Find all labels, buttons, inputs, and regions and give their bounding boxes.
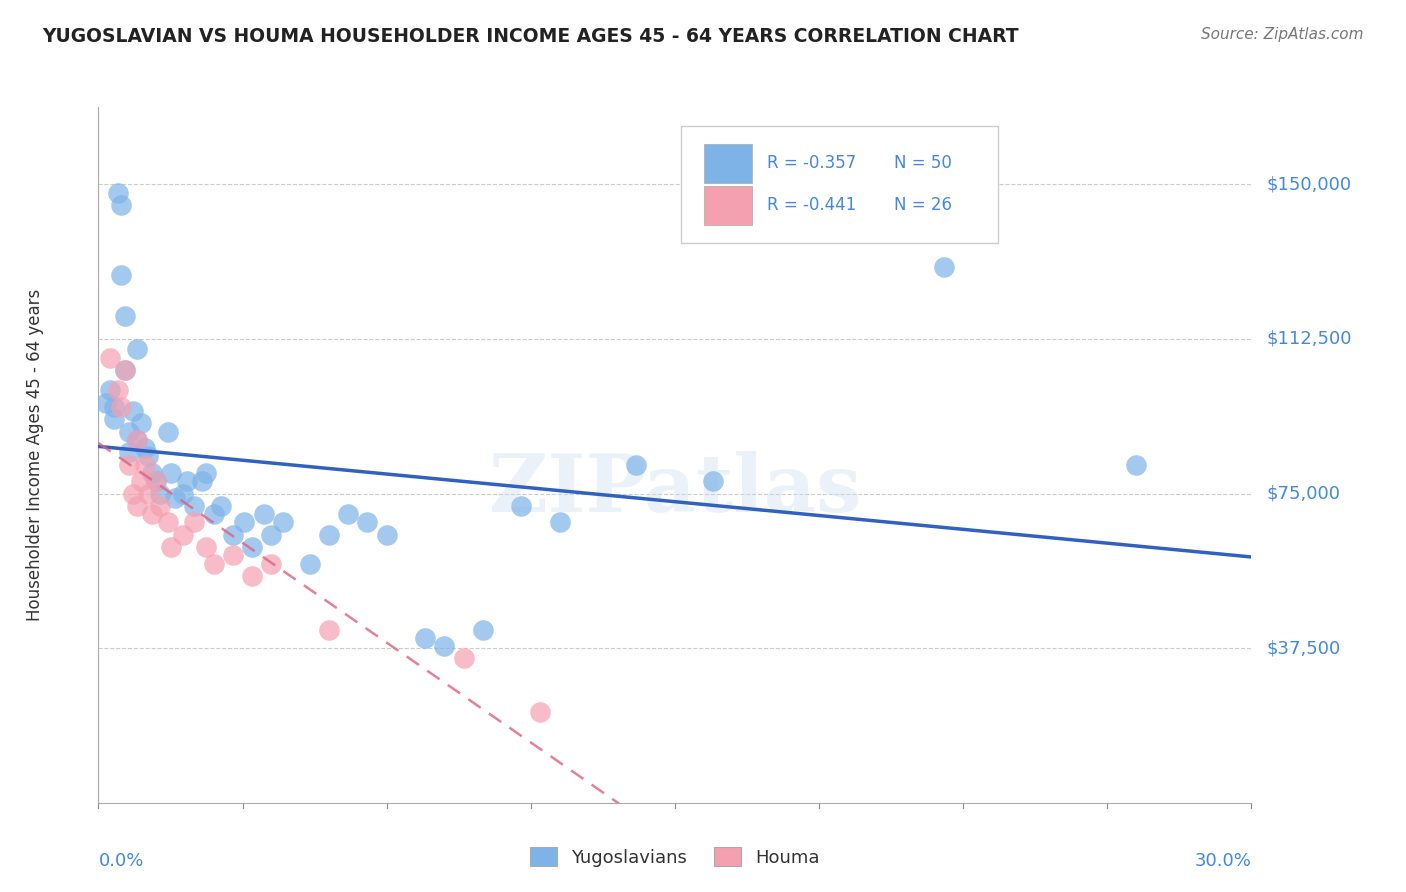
Text: $75,000: $75,000 xyxy=(1267,484,1341,502)
Point xyxy=(453,651,475,665)
Text: N = 50: N = 50 xyxy=(894,154,952,172)
Point xyxy=(298,557,321,571)
FancyBboxPatch shape xyxy=(704,186,752,225)
Point xyxy=(191,474,214,488)
Point xyxy=(114,363,136,377)
Point xyxy=(195,540,218,554)
FancyBboxPatch shape xyxy=(704,144,752,183)
Point xyxy=(165,491,187,505)
Point xyxy=(94,396,117,410)
Legend: Yugoslavians, Houma: Yugoslavians, Houma xyxy=(523,840,827,874)
Text: R = -0.357: R = -0.357 xyxy=(768,154,856,172)
Point xyxy=(141,507,163,521)
Point xyxy=(125,343,148,357)
Point xyxy=(337,507,360,521)
Point xyxy=(172,528,194,542)
Point xyxy=(172,486,194,500)
Point xyxy=(134,458,156,472)
Point xyxy=(160,466,183,480)
Point xyxy=(356,516,378,530)
Point xyxy=(103,400,125,414)
Point xyxy=(122,404,145,418)
Point xyxy=(318,528,340,542)
Point xyxy=(176,474,198,488)
Point xyxy=(122,486,145,500)
Point xyxy=(118,445,141,459)
Point xyxy=(129,474,152,488)
Point xyxy=(107,384,129,398)
Point xyxy=(253,507,276,521)
Point xyxy=(118,458,141,472)
Point xyxy=(202,507,225,521)
Point xyxy=(183,516,205,530)
Point xyxy=(114,310,136,324)
Text: $150,000: $150,000 xyxy=(1267,176,1351,194)
Point xyxy=(110,400,132,414)
Point xyxy=(114,363,136,377)
Point xyxy=(138,450,160,464)
Point xyxy=(103,412,125,426)
Point xyxy=(195,466,218,480)
Point xyxy=(260,557,283,571)
Point xyxy=(145,474,167,488)
Point xyxy=(125,433,148,447)
Point xyxy=(141,466,163,480)
Point xyxy=(471,623,494,637)
Point xyxy=(548,516,571,530)
Point xyxy=(149,499,172,513)
Point xyxy=(110,198,132,212)
Point xyxy=(98,384,121,398)
Point xyxy=(413,631,436,645)
Point xyxy=(125,433,148,447)
Point xyxy=(240,569,263,583)
Point xyxy=(510,499,533,513)
Point xyxy=(529,705,551,719)
Point xyxy=(626,458,648,472)
Point xyxy=(156,516,179,530)
Point xyxy=(271,516,294,530)
Point xyxy=(134,441,156,455)
Point xyxy=(98,351,121,365)
Point xyxy=(222,528,245,542)
Text: 0.0%: 0.0% xyxy=(98,852,143,870)
Point xyxy=(118,425,141,439)
Point xyxy=(125,499,148,513)
Point xyxy=(260,528,283,542)
Point xyxy=(222,549,245,563)
Point xyxy=(318,623,340,637)
Point xyxy=(110,268,132,282)
Point xyxy=(107,186,129,200)
Point xyxy=(156,425,179,439)
Point xyxy=(1125,458,1147,472)
Point xyxy=(138,486,160,500)
Point xyxy=(209,499,232,513)
Point xyxy=(202,557,225,571)
Point xyxy=(375,528,398,542)
Point xyxy=(160,540,183,554)
Point xyxy=(149,486,172,500)
Text: $37,500: $37,500 xyxy=(1267,640,1341,657)
Text: YUGOSLAVIAN VS HOUMA HOUSEHOLDER INCOME AGES 45 - 64 YEARS CORRELATION CHART: YUGOSLAVIAN VS HOUMA HOUSEHOLDER INCOME … xyxy=(42,27,1019,45)
Point xyxy=(240,540,263,554)
FancyBboxPatch shape xyxy=(681,126,998,243)
Point xyxy=(433,639,456,653)
Text: 30.0%: 30.0% xyxy=(1195,852,1251,870)
Point xyxy=(233,516,256,530)
Point xyxy=(129,417,152,431)
Text: $112,500: $112,500 xyxy=(1267,330,1353,348)
Text: N = 26: N = 26 xyxy=(894,196,952,214)
Point xyxy=(702,474,724,488)
Text: Source: ZipAtlas.com: Source: ZipAtlas.com xyxy=(1201,27,1364,42)
Text: Householder Income Ages 45 - 64 years: Householder Income Ages 45 - 64 years xyxy=(25,289,44,621)
Point xyxy=(932,260,955,274)
Point xyxy=(183,499,205,513)
Text: ZIPatlas: ZIPatlas xyxy=(489,450,860,529)
Text: R = -0.441: R = -0.441 xyxy=(768,196,856,214)
Point xyxy=(145,474,167,488)
